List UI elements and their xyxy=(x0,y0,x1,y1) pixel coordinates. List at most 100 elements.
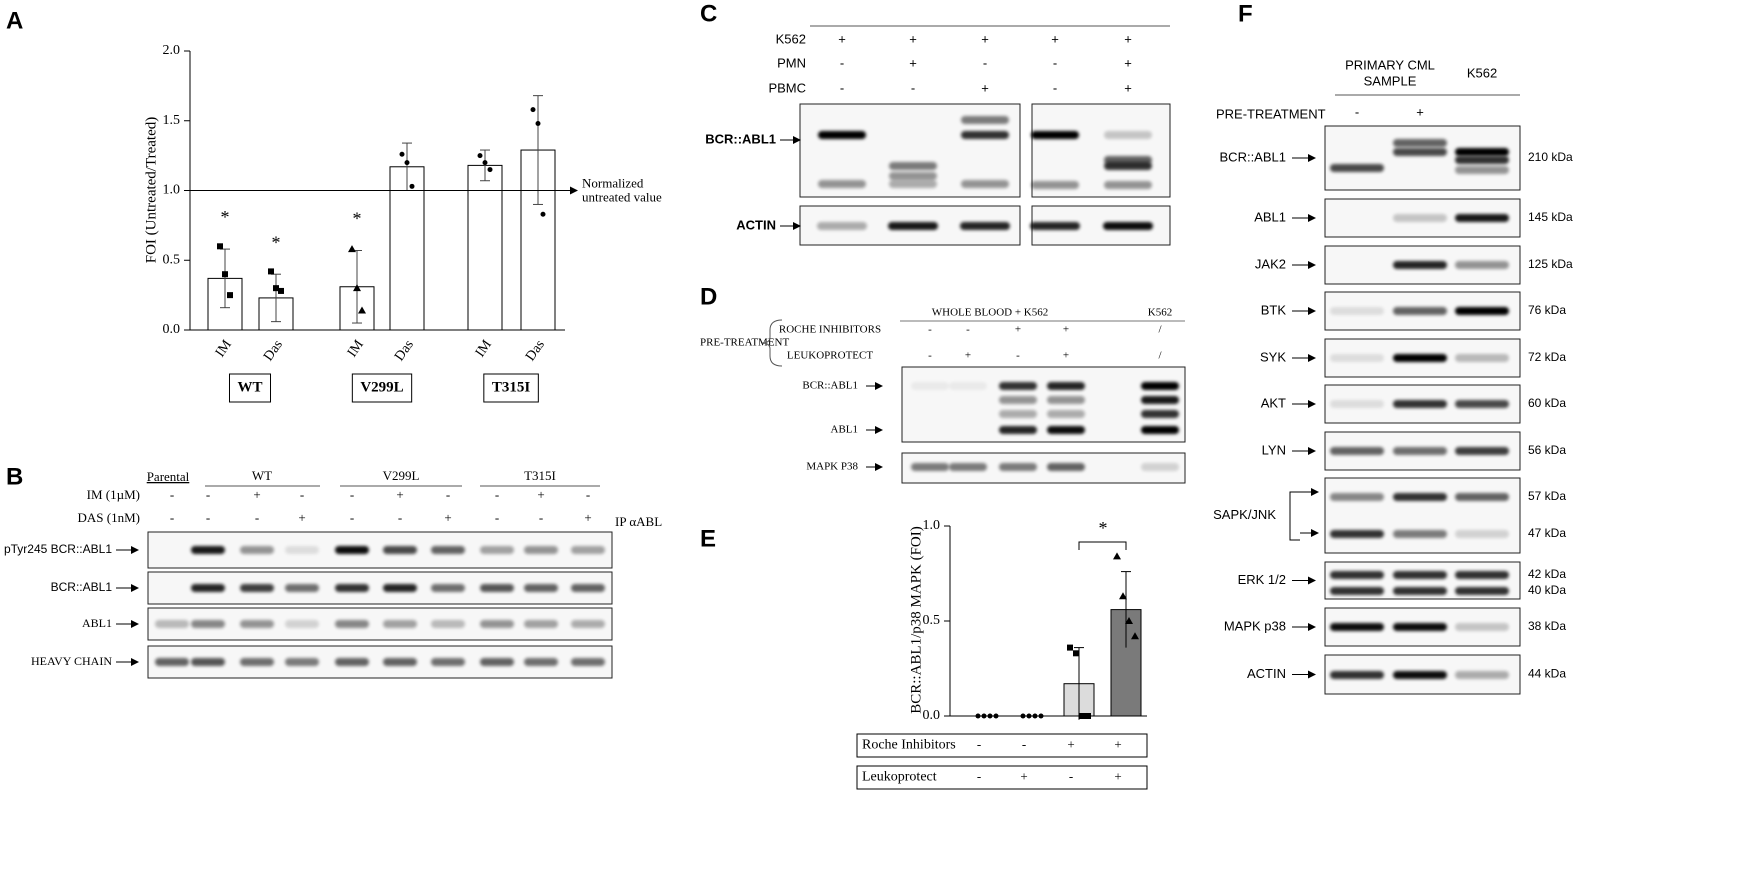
data-point xyxy=(981,713,987,719)
blot-label: ERK 1/2 xyxy=(1238,572,1286,587)
band xyxy=(1393,400,1447,408)
sign: + xyxy=(1067,736,1074,751)
y-tick-label: 0.0 xyxy=(163,322,181,337)
band xyxy=(383,658,417,666)
band xyxy=(1047,426,1085,434)
kda-label: 145 kDa xyxy=(1528,210,1573,224)
band xyxy=(524,584,558,592)
blot-label: BCR::ABL1 xyxy=(1220,149,1286,164)
data-point xyxy=(278,287,284,294)
band xyxy=(480,584,514,592)
data-point xyxy=(1085,713,1091,719)
y-axis-label: FOI (Untreated/Treated) xyxy=(143,117,159,263)
band xyxy=(1455,623,1509,631)
band xyxy=(335,584,369,592)
band xyxy=(1455,493,1509,501)
sign: + xyxy=(1124,80,1132,95)
data-point xyxy=(273,285,279,292)
kda-label: 57 kDa xyxy=(1528,489,1566,503)
band xyxy=(335,620,369,628)
sign: + xyxy=(965,350,971,362)
sign: - xyxy=(977,736,981,751)
blot-label: pTyr245 BCR::ABL1 xyxy=(4,542,112,556)
band xyxy=(191,584,225,592)
sign: - xyxy=(586,487,590,502)
band xyxy=(1455,214,1509,222)
sign: - xyxy=(977,768,981,783)
data-point xyxy=(1125,617,1133,624)
sign: / xyxy=(1158,350,1162,362)
treatment-label: LEUKOPROTECT xyxy=(787,350,873,362)
band xyxy=(1141,396,1179,404)
blot-label: MAPK P38 xyxy=(806,461,858,473)
sign: + xyxy=(253,487,260,502)
band xyxy=(911,382,949,390)
sign: + xyxy=(537,487,544,502)
significance: * xyxy=(221,207,230,227)
significance: * xyxy=(272,232,281,252)
data-point xyxy=(227,292,233,299)
bar xyxy=(467,164,503,331)
band xyxy=(191,658,225,666)
band xyxy=(571,546,605,554)
table-label: Roche Inhibitors xyxy=(862,738,956,753)
data-point xyxy=(217,243,223,250)
x-tick-label: Das xyxy=(523,338,548,364)
pretreatment-label: PRE-TREATMENT xyxy=(700,337,790,349)
band xyxy=(1455,156,1509,164)
blot-label: HEAVY CHAIN xyxy=(31,654,112,668)
sign: + xyxy=(981,80,989,95)
band xyxy=(1104,181,1152,189)
band xyxy=(480,620,514,628)
data-point xyxy=(1026,713,1032,719)
sign: + xyxy=(1051,31,1059,46)
band xyxy=(999,396,1037,404)
treatment-label: DAS (1nM) xyxy=(78,510,140,525)
y-tick-label: 1.0 xyxy=(923,518,941,533)
blot-label: SYK xyxy=(1260,349,1286,364)
band xyxy=(961,180,1009,188)
panel-letter: C xyxy=(700,0,717,27)
band xyxy=(1455,671,1509,679)
blot-label: LYN xyxy=(1262,442,1286,457)
treatment-label: PBMC xyxy=(768,80,806,95)
band xyxy=(285,620,319,628)
band xyxy=(240,658,274,666)
panel-letter: B xyxy=(6,463,23,490)
sign: - xyxy=(928,324,932,336)
band xyxy=(949,463,987,471)
blot xyxy=(1324,477,1521,554)
band xyxy=(431,658,465,666)
band xyxy=(1141,410,1179,418)
sign: - xyxy=(1016,350,1020,362)
panel-letter: E xyxy=(700,525,716,552)
sign: - xyxy=(350,487,354,502)
sign: + xyxy=(1124,31,1132,46)
sign: - xyxy=(1022,736,1026,751)
sign: - xyxy=(928,350,932,362)
data-point xyxy=(1073,650,1079,657)
data-point xyxy=(487,167,493,173)
band xyxy=(1393,307,1447,315)
data-point xyxy=(1113,552,1121,560)
band xyxy=(240,546,274,554)
data-point xyxy=(535,121,541,127)
column-label: PRIMARY CML xyxy=(1345,57,1435,72)
brace xyxy=(761,319,783,367)
data-point xyxy=(540,211,546,217)
band xyxy=(1047,382,1085,390)
sign: - xyxy=(966,324,970,336)
header-label: WHOLE BLOOD + K562 xyxy=(932,307,1049,319)
blot-label: ABL1 xyxy=(82,616,112,630)
data-point xyxy=(409,183,415,189)
blot-label: MAPK p38 xyxy=(1224,618,1286,633)
column-label: K562 xyxy=(1467,65,1497,80)
band xyxy=(1393,354,1447,362)
sign: - xyxy=(398,510,402,525)
sign: + xyxy=(1063,324,1069,336)
sign: - xyxy=(350,510,354,525)
band xyxy=(1393,214,1447,222)
band xyxy=(1393,493,1447,501)
sign: - xyxy=(1053,55,1057,70)
